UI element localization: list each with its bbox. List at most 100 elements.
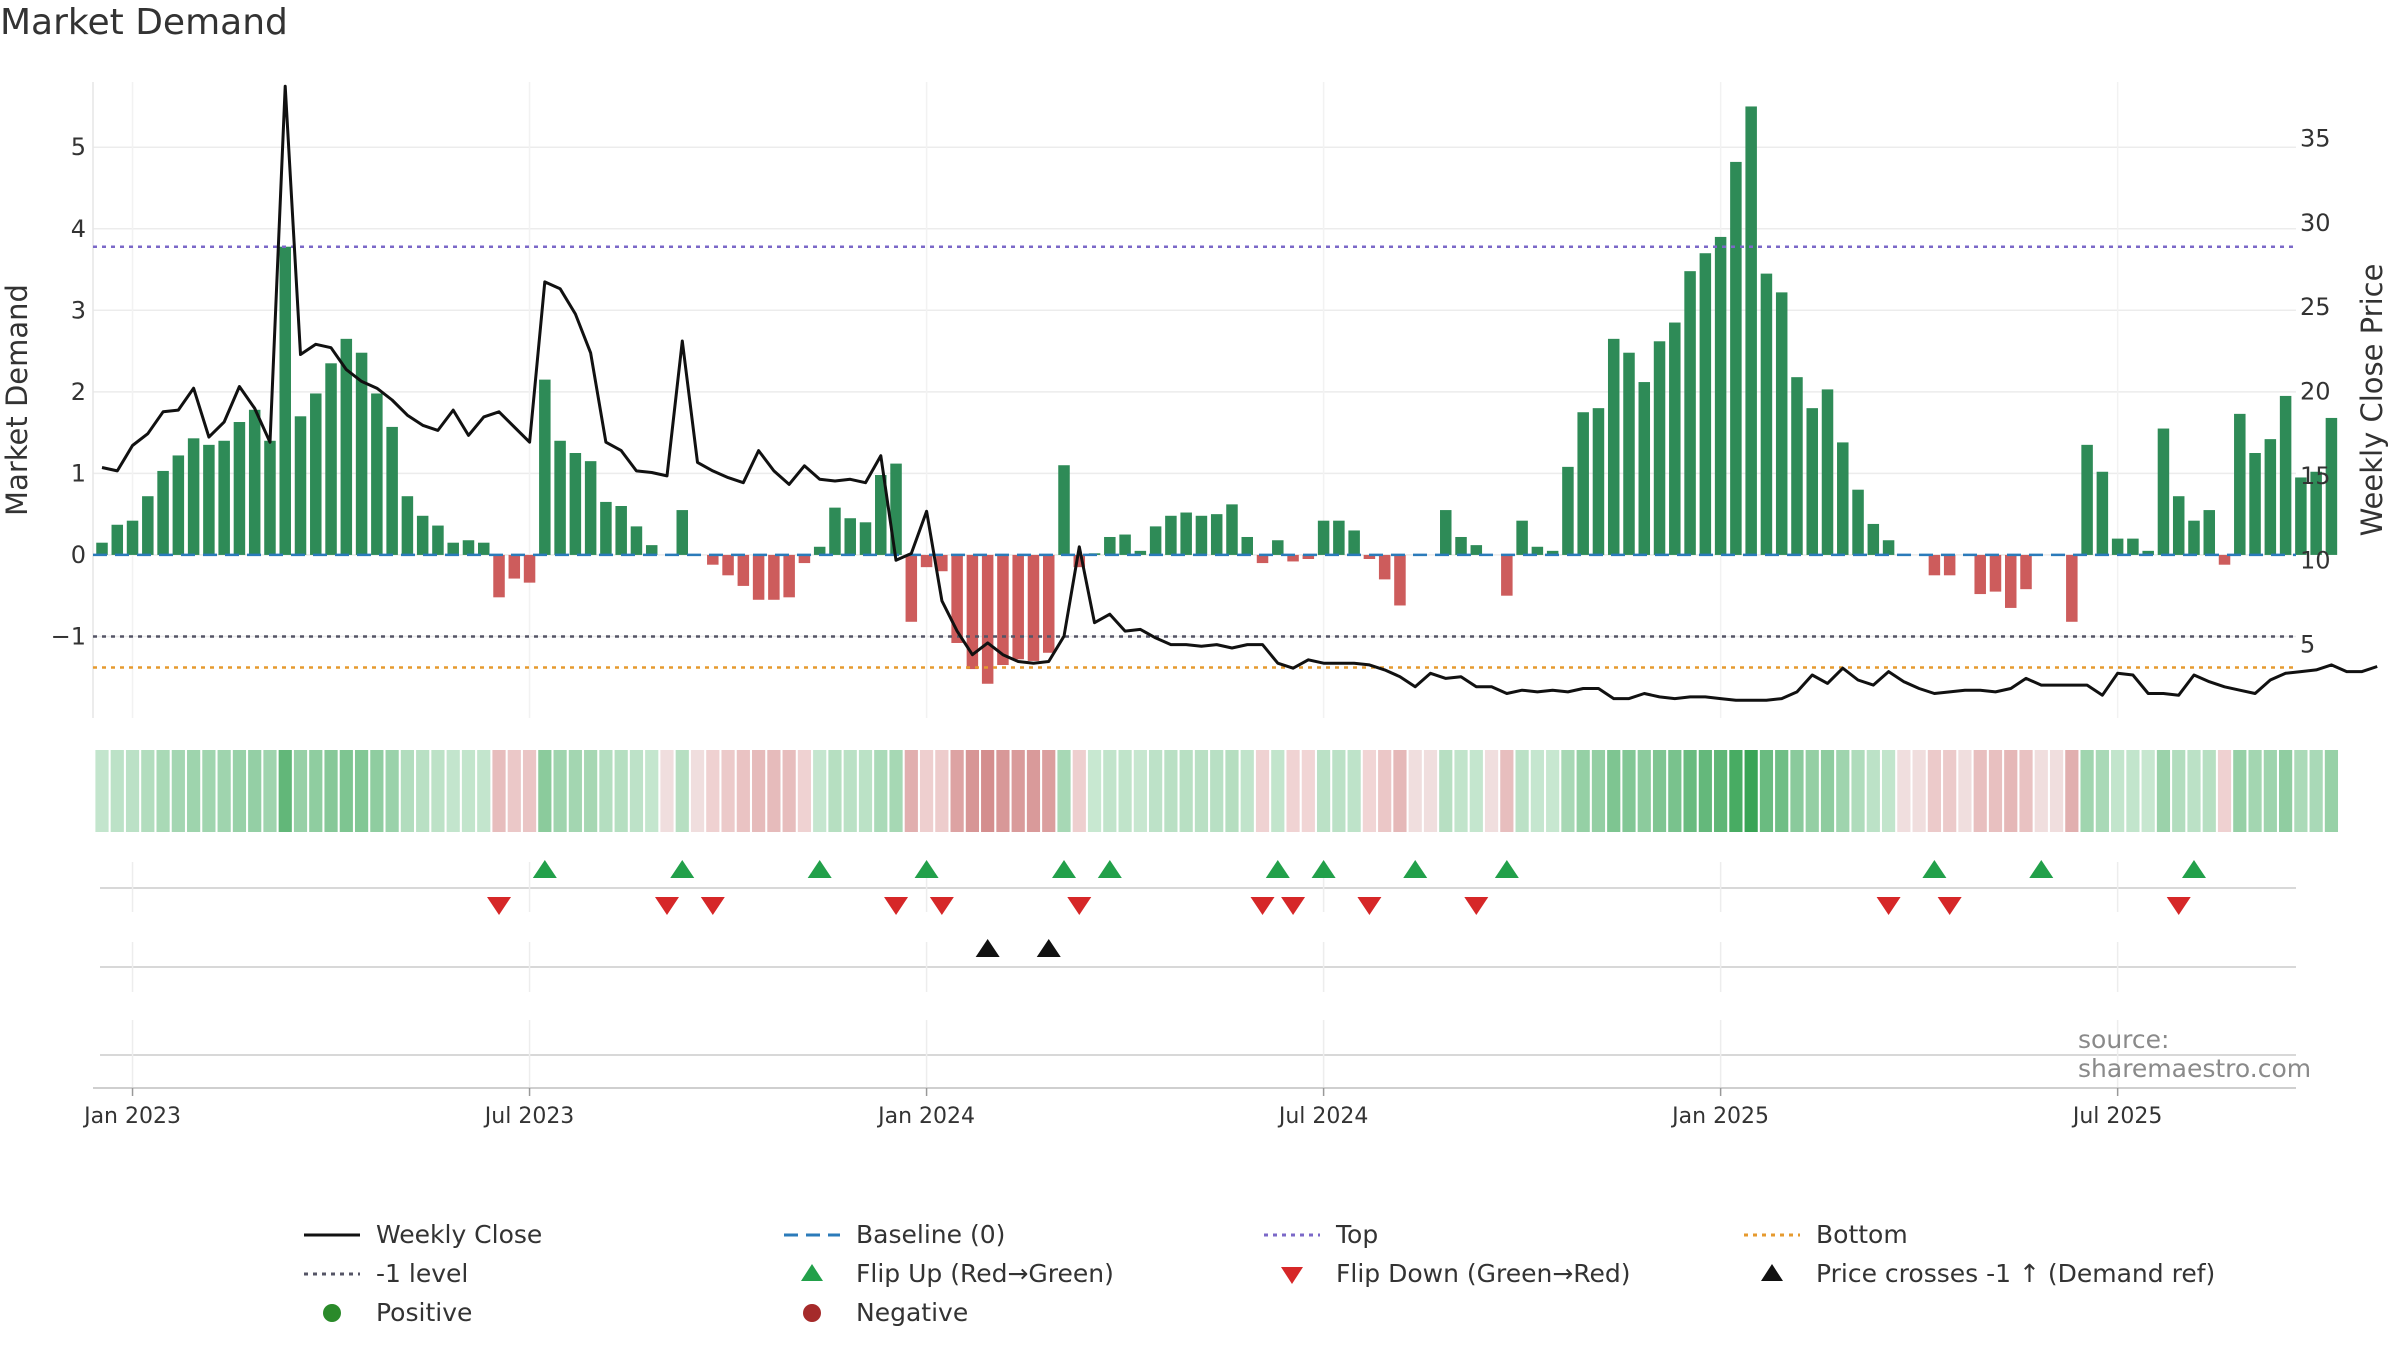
flip-down-marker xyxy=(1357,897,1382,915)
heat-cell xyxy=(1057,750,1071,832)
demand-heat-strip xyxy=(95,750,2339,832)
demand-bar-positive xyxy=(645,545,658,555)
demand-bar-positive xyxy=(1180,512,1192,555)
gridlines xyxy=(92,82,2296,718)
date-axis: Jan 2023 Jul 2023 Jan 2024 Jul 2024 Jan 2025… xyxy=(82,1087,2296,1129)
demand-bar-positive xyxy=(432,525,444,555)
demand-bar-negative xyxy=(951,554,963,643)
demand-bar-positive xyxy=(2264,439,2277,555)
heat-cell xyxy=(202,750,216,832)
heat-cell xyxy=(461,750,476,832)
heat-cell xyxy=(1011,750,1025,832)
flip-up-marker xyxy=(1311,860,1336,878)
demand-bar-positive xyxy=(1760,273,1773,555)
demand-bar-positive xyxy=(462,540,475,555)
demand-bar-positive xyxy=(218,440,230,555)
heat-cell xyxy=(2324,750,2339,832)
flip-up-marker xyxy=(532,860,557,878)
demand-bar-positive xyxy=(813,546,826,555)
flip-down-marker xyxy=(1067,897,1092,915)
heat-cell xyxy=(1530,750,1544,832)
demand-bar-positive xyxy=(1104,536,1116,555)
heat-cell xyxy=(1179,750,1193,832)
heat-cell xyxy=(1408,750,1422,832)
heat-cell xyxy=(1026,750,1041,832)
demand-bar-negative xyxy=(920,554,933,568)
demand-bar-positive xyxy=(1195,515,1208,555)
demand-bar-negative xyxy=(2020,554,2032,590)
baseline-swatch xyxy=(784,1233,840,1236)
demand-bar-negative xyxy=(936,554,948,572)
flip-up-icon xyxy=(801,1263,823,1281)
heat-cell xyxy=(721,750,735,832)
demand-bar-positive xyxy=(890,463,902,555)
heat-cell xyxy=(217,750,231,832)
demand-bar-positive xyxy=(584,461,597,555)
legend-item-bottom: Bottom xyxy=(1740,1215,1908,1254)
demand-bar-positive xyxy=(478,542,490,555)
demand-bar-negative xyxy=(2218,554,2231,565)
heat-cell xyxy=(2004,750,2018,832)
demand-bar-positive xyxy=(1607,338,1620,555)
legend-item-top: Top xyxy=(1260,1215,1378,1254)
heat-cell xyxy=(2034,750,2048,832)
heat-cell xyxy=(965,750,979,832)
demand-bar-positive xyxy=(355,352,368,555)
demand-bar-positive xyxy=(401,496,414,555)
heat-cell xyxy=(996,750,1010,832)
heat-cell xyxy=(1118,750,1132,832)
y2-tick-label: 5 xyxy=(2300,631,2315,659)
heat-cell xyxy=(324,750,338,832)
weekly-close-polyline xyxy=(101,84,2378,702)
flip-down-marker xyxy=(487,897,512,915)
heat-cell xyxy=(1255,750,1270,832)
demand-bar-positive xyxy=(2142,550,2154,555)
heat-cell xyxy=(400,750,414,832)
demand-bar-negative xyxy=(1012,554,1024,660)
y-tick-label: 0 xyxy=(71,541,86,569)
heat-cell xyxy=(1668,750,1682,832)
heat-cell xyxy=(1149,750,1163,832)
heat-cell xyxy=(1897,750,1911,832)
demand-bar-positive xyxy=(2310,471,2322,555)
demand-bar-positive xyxy=(447,542,459,555)
legend-label: Flip Up (Red→Green) xyxy=(856,1259,1114,1288)
heat-cell xyxy=(645,750,659,832)
heat-cell xyxy=(889,750,903,832)
demand-bar-positive xyxy=(386,426,398,555)
demand-bar-positive xyxy=(1348,530,1360,555)
demand-bar-positive xyxy=(248,409,261,555)
flip-down-marker xyxy=(1281,897,1306,915)
heat-cell xyxy=(1943,750,1957,832)
flip-up-marker xyxy=(1052,860,1077,878)
demand-bar-positive xyxy=(1470,545,1483,555)
legend-label: Price crosses -1 ↑ (Demand ref) xyxy=(1816,1259,2216,1288)
demand-bar-negative xyxy=(523,554,536,583)
demand-bar-positive xyxy=(676,510,689,555)
heat-cell xyxy=(614,750,628,832)
legend-row: -1 level Flip Up (Red→Green) Flip Down (… xyxy=(300,1254,2260,1293)
flip-up-marker xyxy=(914,860,939,878)
flip-down-marker xyxy=(700,897,725,915)
demand-bar-positive xyxy=(96,542,108,555)
heat-cell xyxy=(1484,750,1499,832)
demand-bar-negative xyxy=(722,554,734,576)
y-tick-label: 5 xyxy=(71,133,86,161)
flip-down-marker xyxy=(2166,897,2191,915)
heat-cell xyxy=(553,750,567,832)
heat-cell xyxy=(2263,750,2277,832)
flip-down-marker xyxy=(1937,897,1962,915)
demand-bar-negative xyxy=(1287,554,1299,562)
demand-bar-positive xyxy=(1440,510,1452,555)
legend-row: Positive Negative xyxy=(300,1293,2260,1332)
demand-bar-negative xyxy=(1027,554,1040,661)
heat-cell xyxy=(1561,750,1575,832)
demand-bar-positive xyxy=(1516,520,1528,555)
demand-bar-positive xyxy=(1867,523,1880,555)
demand-bar-positive xyxy=(2127,538,2139,555)
demand-bar-positive xyxy=(126,520,139,555)
flip-up-marker xyxy=(807,860,832,878)
demand-bar-positive xyxy=(1638,382,1651,555)
demand-bar-positive xyxy=(2096,471,2109,555)
